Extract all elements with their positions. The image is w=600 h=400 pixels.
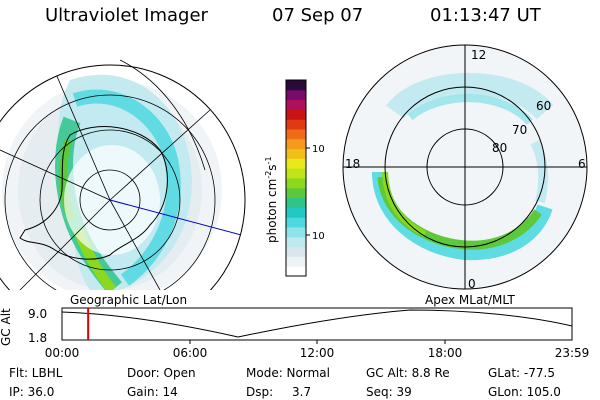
x-tick-2359: 23:59 bbox=[555, 346, 590, 360]
gc-alt-status: GC Alt: 8.8 Re bbox=[366, 366, 450, 380]
timeline-axis-label: GC Alt bbox=[0, 308, 13, 346]
orbit-timeline: GC Alt 9.0 1.8 00:00 06:00 12:00 18:00 2… bbox=[0, 307, 590, 360]
colorbar-segment bbox=[286, 246, 306, 257]
colorbar-segment bbox=[286, 168, 306, 179]
mlt-label-0: 0 bbox=[468, 277, 476, 291]
seq-status: Seq: 39 bbox=[366, 385, 412, 399]
colorbar-segment bbox=[286, 119, 306, 130]
dsp-label: Dsp: bbox=[246, 385, 274, 399]
mlat-label-80: 80 bbox=[492, 141, 507, 155]
colorbar-segment bbox=[286, 266, 306, 277]
colorbar-segment bbox=[286, 99, 306, 110]
y-tick-bottom: 1.8 bbox=[28, 331, 47, 345]
colorbar-segment bbox=[286, 129, 306, 140]
mlt-label-6: 6 bbox=[578, 157, 586, 171]
observation-time: 01:13:47 UT bbox=[430, 5, 541, 26]
gain-status: Gain: 14 bbox=[127, 385, 178, 399]
colorbar-segment bbox=[286, 109, 306, 120]
x-tick-1800: 18:00 bbox=[428, 346, 463, 360]
colorbar-segment bbox=[286, 256, 306, 267]
colorbar-segment bbox=[286, 89, 306, 101]
mlat-label-70: 70 bbox=[512, 123, 527, 137]
mlt-label-18: 18 bbox=[345, 157, 360, 171]
x-tick-0600: 06:00 bbox=[173, 346, 208, 360]
colorbar-tick-100: 100 bbox=[312, 144, 324, 155]
x-tick-0000: 00:00 bbox=[45, 346, 80, 360]
colorbar-segment bbox=[286, 197, 306, 208]
instrument-title: Ultraviolet Imager bbox=[45, 5, 208, 26]
door-status: Door: Open bbox=[127, 366, 196, 380]
colorbar-segment bbox=[286, 148, 306, 159]
colorbar-segment bbox=[286, 236, 306, 248]
geographic-map bbox=[0, 59, 246, 290]
colorbar-unit-label: photon cm-2s-1 bbox=[264, 156, 279, 243]
colorbar-segment bbox=[286, 217, 306, 228]
filter-status: Flt: LBHL bbox=[9, 366, 63, 380]
apex-panel-label: Apex MLat/MLT bbox=[425, 293, 515, 307]
x-tick-1200: 12:00 bbox=[300, 346, 335, 360]
colorbar-segment bbox=[286, 138, 306, 150]
colorbar-segment bbox=[286, 80, 306, 91]
glon-status: GLon: 105.0 bbox=[488, 385, 561, 399]
mlat-label-60: 60 bbox=[536, 99, 551, 113]
colorbar-segment bbox=[286, 187, 306, 199]
colorbar: 100 10 photon cm-2s-1 bbox=[264, 79, 324, 277]
apex-map: 12 18 6 0 60 70 80 bbox=[342, 44, 588, 291]
ip-status: IP: 36.0 bbox=[9, 385, 55, 399]
colorbar-segment bbox=[286, 158, 306, 169]
geographic-panel-label: Geographic Lat/Lon bbox=[70, 293, 188, 307]
colorbar-segment bbox=[286, 207, 306, 218]
mode-status: Mode: Normal bbox=[246, 366, 330, 380]
glat-status: GLat: -77.5 bbox=[488, 366, 555, 380]
y-tick-top: 9.0 bbox=[28, 307, 47, 321]
colorbar-segment bbox=[286, 178, 306, 189]
colorbar-segment bbox=[286, 227, 306, 238]
mlt-label-12: 12 bbox=[471, 48, 486, 62]
observation-date: 07 Sep 07 bbox=[272, 5, 364, 26]
colorbar-tick-10: 10 bbox=[312, 231, 324, 242]
dsp-value: 3.7 bbox=[292, 385, 312, 399]
